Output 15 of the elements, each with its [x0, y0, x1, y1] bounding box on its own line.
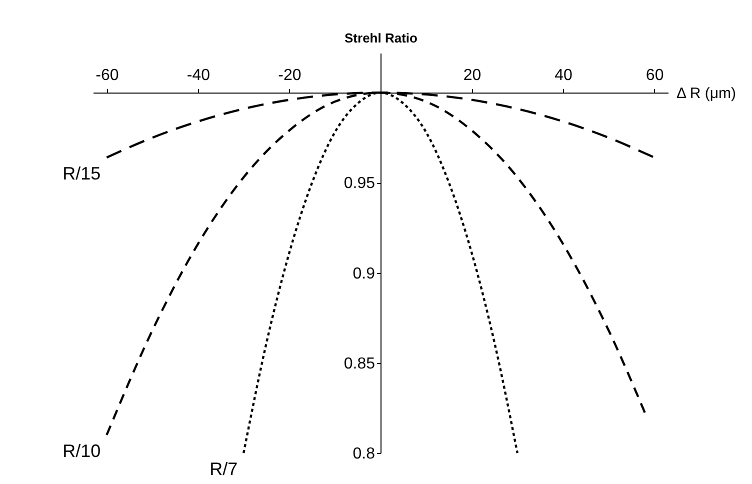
series-label: R/7 [210, 459, 238, 479]
x-tick-label: -40 [186, 67, 210, 84]
y-tick-label: 0.8 [352, 446, 376, 462]
x-tick-label: -20 [278, 67, 302, 84]
series-label: R/15 [62, 164, 101, 184]
x-tick-label: 20 [463, 67, 482, 84]
y-tick-label: 0.85 [344, 355, 376, 372]
y-tick-label: 0.9 [352, 265, 376, 282]
x-tick-label: 60 [646, 67, 664, 84]
series-label: R/10 [62, 440, 101, 461]
y-axis-title: Strehl Ratio [344, 30, 418, 46]
x-tick-label: 40 [554, 67, 573, 84]
x-tick-label: -60 [96, 67, 119, 84]
y-tick-label: 0.95 [344, 175, 376, 192]
x-axis-title: Δ R (μm) [676, 85, 736, 102]
